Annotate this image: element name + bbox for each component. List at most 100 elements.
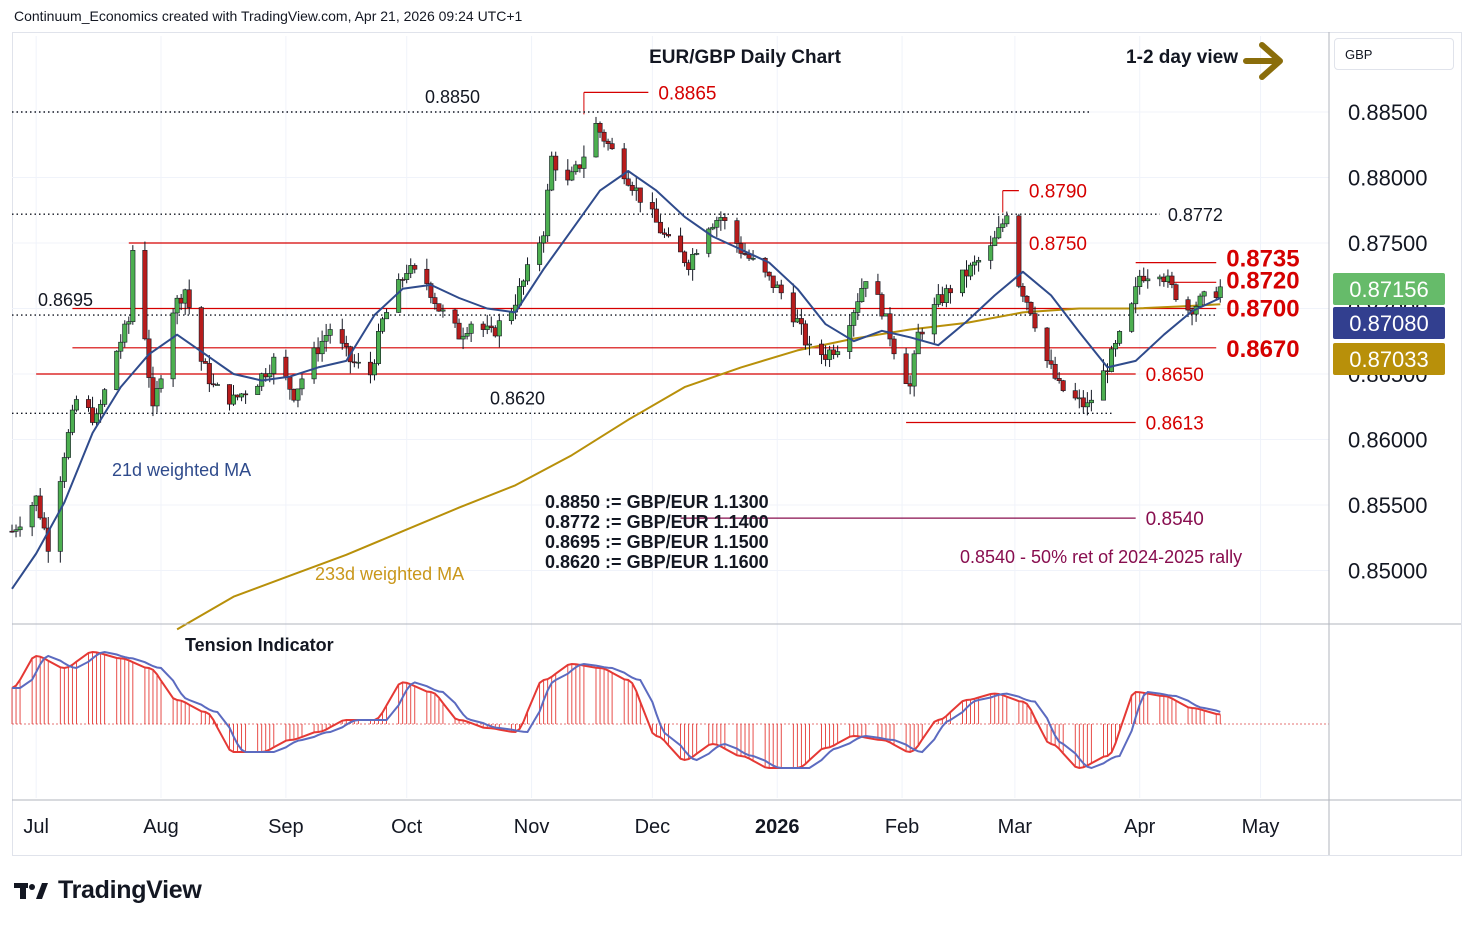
level-label: 0.8650 [1146, 365, 1204, 386]
conversion-line: 0.8620 := GBP/EUR 1.1600 [545, 552, 769, 572]
candle-body [943, 288, 949, 303]
candle-body [597, 123, 603, 133]
candle-body [1072, 390, 1078, 399]
candle-body [1044, 327, 1050, 362]
candle-body [384, 312, 390, 320]
y-tick-label: 0.87500 [1348, 231, 1428, 256]
candle-body [1109, 348, 1115, 372]
candle-body [436, 303, 442, 312]
candle-body [287, 376, 293, 390]
candle-body [86, 399, 92, 409]
candle-body [323, 335, 329, 342]
candle-body [625, 178, 631, 186]
candle-body [41, 517, 47, 529]
candle-body [581, 156, 587, 169]
candle-body [146, 338, 152, 378]
tradingview-mark-icon [14, 882, 48, 899]
candle-body [202, 361, 208, 364]
candle-body [665, 234, 671, 237]
ma233-label: 233d weighted MA [315, 564, 464, 584]
candle-body [569, 171, 575, 181]
x-tick-label: Aug [143, 816, 179, 838]
x-tick-label: Dec [635, 816, 671, 838]
tension-panel: Tension Indicator [11, 635, 1329, 770]
candle-body [37, 495, 43, 519]
candle-body [525, 264, 531, 282]
candle-body [295, 388, 301, 401]
grid [12, 36, 1329, 798]
candle-body [915, 331, 921, 355]
level-label: 0.8540 [1146, 509, 1204, 530]
candle-body [45, 527, 51, 552]
candle-body [1145, 278, 1151, 282]
candle-body [637, 187, 643, 203]
candle-body [988, 245, 994, 261]
candle-body [267, 373, 273, 378]
candle-body [170, 312, 176, 380]
candle-body [508, 311, 514, 321]
tradingview-logo[interactable]: TradingView [14, 876, 202, 905]
candle-body [396, 279, 402, 313]
candle-body [1197, 295, 1203, 307]
price-badge-ma233 [1333, 343, 1445, 375]
candle-body [186, 289, 192, 308]
candle-body [428, 283, 434, 298]
candle-body [879, 294, 885, 317]
level-label: 0.8720 [1226, 267, 1299, 294]
candle-body [468, 323, 474, 334]
candle-body [432, 297, 438, 304]
candle-body [1201, 291, 1207, 297]
chart-title: EUR/GBP Daily Chart [649, 47, 841, 68]
y-tick-label: 0.88500 [1348, 100, 1428, 125]
candle-body [790, 292, 796, 323]
candle-body [1113, 343, 1119, 350]
x-tick-label: 2026 [755, 816, 800, 838]
candle-body [1060, 380, 1066, 391]
candle-body [327, 329, 333, 336]
candle-body [231, 394, 237, 405]
candles [9, 116, 1223, 563]
candle-body [657, 221, 663, 234]
candle-body [947, 288, 953, 294]
level-label: 0.8750 [1029, 234, 1087, 255]
candle-body [142, 250, 148, 340]
candle-body [541, 235, 547, 244]
candle-body [114, 350, 120, 390]
candle-body [65, 432, 71, 458]
candle-body [766, 271, 772, 277]
candle-body [154, 388, 160, 407]
retracement-note: 0.8540 - 50% ret of 2024-2025 rally [960, 547, 1242, 567]
x-tick-label: Nov [514, 816, 550, 838]
chart-frame [12, 32, 1462, 856]
chart-canvas[interactable]: 0.88650.88500.87900.87720.87500.87350.87… [0, 0, 1474, 870]
candle-body [452, 309, 458, 324]
candle-body [875, 281, 881, 295]
candle-body [835, 351, 841, 355]
x-tick-label: Jul [23, 816, 49, 838]
candle-body [1137, 275, 1143, 287]
level-label: 0.8670 [1226, 336, 1299, 363]
candle-body [174, 297, 180, 314]
ma233-series [176, 303, 1221, 631]
candle-body [343, 342, 349, 347]
candle-body [283, 356, 289, 378]
candle-body [706, 228, 712, 254]
candle-body [891, 338, 897, 355]
price-badge-last [1333, 273, 1445, 305]
candle-body [1048, 360, 1054, 365]
currency-selector[interactable]: GBP [1334, 38, 1454, 70]
candle-body [17, 526, 23, 531]
x-tick-label: Feb [885, 816, 919, 838]
candle-body [972, 261, 978, 266]
x-tick-label: Oct [391, 816, 423, 838]
candle-body [601, 131, 607, 142]
candle-body [722, 217, 728, 221]
candle-body [553, 155, 559, 171]
candle-body [339, 329, 345, 344]
candle-body [621, 148, 627, 180]
candle-body [1084, 402, 1090, 408]
candle-body [130, 250, 136, 322]
candle-body [496, 320, 502, 337]
candle-body [545, 189, 551, 237]
candle-body [887, 313, 893, 340]
